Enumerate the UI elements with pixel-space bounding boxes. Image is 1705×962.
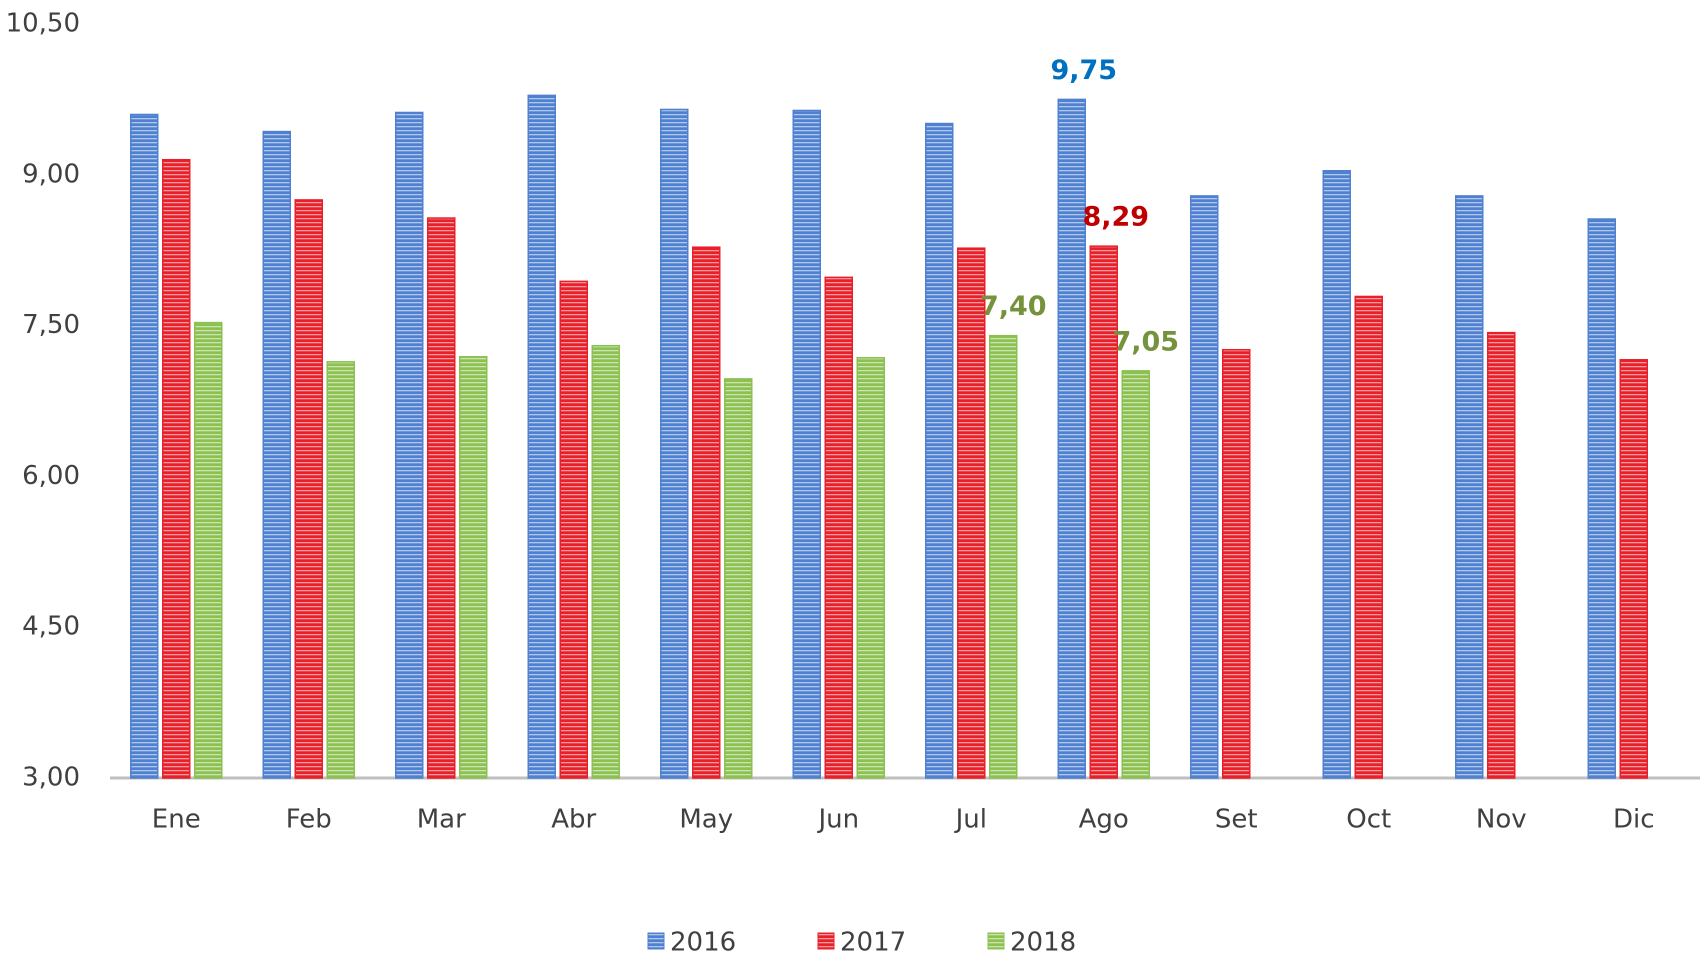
bar <box>1587 218 1616 779</box>
bar <box>1057 98 1086 779</box>
x-tick-label: Mar <box>417 805 466 835</box>
bar <box>395 111 424 779</box>
bar <box>792 109 821 779</box>
x-tick-label: Jul <box>954 805 987 835</box>
legend-swatch <box>817 932 835 950</box>
bar <box>326 361 355 779</box>
bar <box>1121 370 1150 779</box>
x-tick-label: Ago <box>1079 805 1129 835</box>
bar <box>591 344 620 779</box>
legend-swatch <box>987 932 1005 950</box>
x-tick-label: Abr <box>551 805 596 835</box>
bar <box>1455 195 1484 779</box>
x-tick-label: Oct <box>1346 805 1391 835</box>
data-label: 7,40 <box>980 291 1047 322</box>
x-tick-label: Feb <box>286 805 332 835</box>
bar <box>194 321 223 779</box>
bar <box>130 113 159 779</box>
bar <box>1089 245 1118 779</box>
bar <box>989 334 1018 779</box>
bar <box>559 280 588 779</box>
bar <box>1222 348 1251 779</box>
bar <box>957 247 986 779</box>
bar <box>262 130 291 779</box>
x-tick-label: Jun <box>816 805 859 835</box>
bar <box>294 199 323 779</box>
y-tick-label: 9,00 <box>22 159 80 189</box>
bar <box>1190 195 1219 779</box>
bar <box>1487 331 1516 779</box>
bar <box>660 108 689 779</box>
bar <box>527 94 556 779</box>
bar <box>1322 170 1351 779</box>
bar <box>824 276 853 779</box>
y-tick-label: 6,00 <box>22 461 80 491</box>
x-tick-label: Dic <box>1613 805 1655 835</box>
data-label: 8,29 <box>1082 202 1149 233</box>
bar <box>162 158 191 779</box>
bar <box>427 217 456 779</box>
x-tick-label: Set <box>1215 805 1258 835</box>
y-tick-label: 4,50 <box>22 612 80 642</box>
y-tick-label: 7,50 <box>22 310 80 340</box>
x-tick-label: May <box>679 805 733 835</box>
data-label: 7,05 <box>1112 326 1179 357</box>
legend-label: 2017 <box>840 928 906 958</box>
legend-label: 2016 <box>670 928 736 958</box>
x-tick-label: Ene <box>152 805 201 835</box>
bar <box>1354 295 1383 779</box>
bar <box>1619 359 1648 779</box>
y-tick-label: 3,00 <box>22 763 80 793</box>
x-tick-label: Nov <box>1476 805 1527 835</box>
bar <box>925 122 954 779</box>
y-tick-label: 10,50 <box>6 9 80 39</box>
bar <box>692 246 721 779</box>
bar <box>459 356 488 779</box>
bar <box>856 357 885 779</box>
bar <box>724 378 753 779</box>
data-label: 9,75 <box>1050 55 1117 86</box>
legend-swatch <box>647 932 665 950</box>
legend-label: 2018 <box>1010 928 1076 958</box>
